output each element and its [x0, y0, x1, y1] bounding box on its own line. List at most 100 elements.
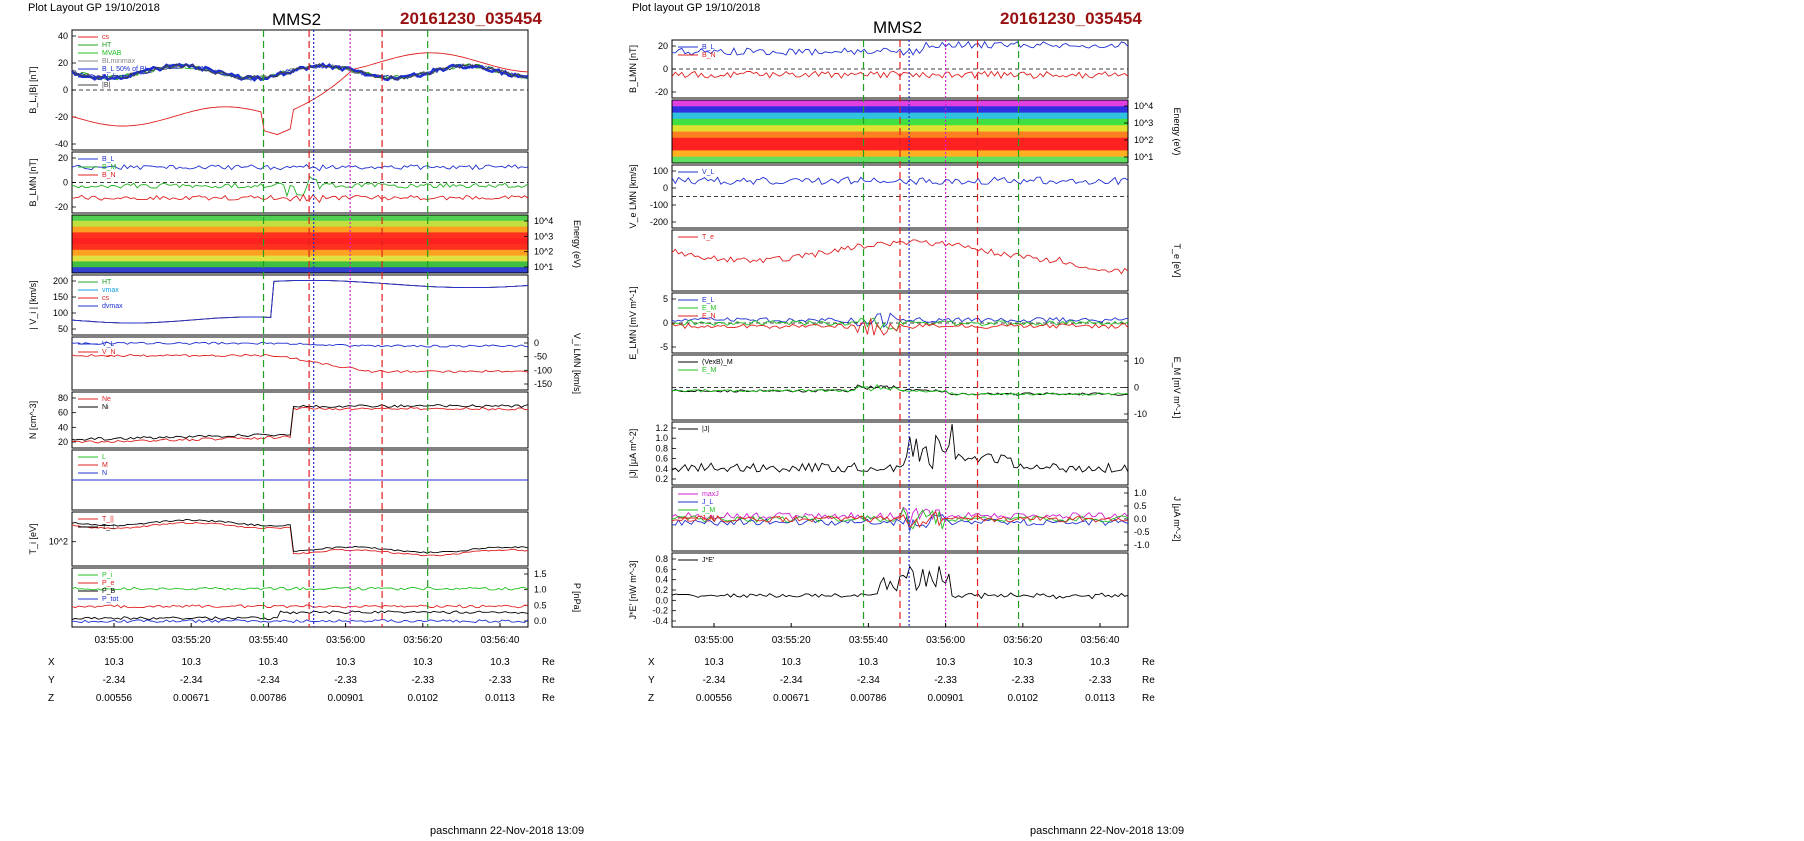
y-tick-label: 0.0	[655, 595, 668, 605]
legend-entry: T_||	[102, 516, 114, 523]
series-line	[72, 341, 529, 348]
legend-entry: B_M	[102, 164, 117, 171]
x-tick-label: 03:56:00	[326, 635, 365, 646]
y-tick-label: 0.4	[655, 575, 668, 585]
ephemeris-label: X	[48, 657, 55, 668]
y-tick-label: 20	[658, 41, 668, 51]
spectrogram-band	[672, 112, 1128, 120]
y-axis-label: E_LMN [mV m^-1]	[628, 286, 638, 359]
y-axis-label: V_e LMN [km/s]	[628, 164, 638, 228]
legend-entry: cs	[102, 295, 110, 302]
legend-entry: J*E'	[702, 557, 714, 564]
series-line	[671, 40, 1129, 56]
ephemeris-label: Z	[648, 693, 654, 704]
series-line	[71, 63, 529, 81]
ephemeris-value: -2.33	[934, 675, 957, 686]
y-axis-label: Energy (eV)	[1172, 107, 1182, 155]
series-line	[671, 424, 1129, 474]
ephemeris-value: 0.0113	[485, 693, 515, 704]
spectrogram-band	[72, 249, 528, 257]
series-line	[671, 514, 1129, 533]
y-axis-label: T_i [eV]	[28, 523, 38, 554]
left-header: Plot Layout GP 19/10/2018	[28, 2, 160, 14]
legend-entry: M	[102, 462, 108, 469]
legend-entry: maxJ	[702, 491, 719, 498]
y-tick-label: -0.2	[652, 606, 668, 616]
panel-frame	[71, 391, 529, 449]
series-line	[71, 52, 529, 136]
ephemeris-label: Z	[48, 693, 54, 704]
y-tick-label: 100	[653, 166, 668, 176]
y-tick-label: 0.8	[655, 554, 668, 564]
ephemeris-value: -2.33	[411, 675, 434, 686]
y-tick-label: 0.0	[1134, 514, 1147, 524]
series-line	[71, 521, 529, 557]
ephemeris-value: 0.00786	[250, 693, 287, 704]
x-tick-label: 03:56:40	[481, 635, 520, 646]
x-tick-label: 03:55:20	[172, 635, 211, 646]
right-event-id: 20161230_035454	[1000, 9, 1142, 28]
y-axis-label: B_L,|B| [nT]	[28, 66, 38, 113]
y-tick-label: -10	[1134, 409, 1147, 419]
ephemeris-value: 0.00556	[696, 693, 733, 704]
legend-entry: Ni	[102, 404, 109, 411]
legend-entry: P_i	[102, 572, 113, 579]
y-tick-label: 20	[58, 153, 68, 163]
y-axis-label: T_e [eV]	[1172, 243, 1182, 277]
ephemeris-value: 10.3	[490, 657, 510, 668]
ephemeris-value: 0.00901	[328, 693, 365, 704]
y-tick-label: 1.0	[1134, 488, 1147, 498]
y-tick-label: 10^1	[534, 262, 553, 272]
y-tick-label: 0	[63, 85, 68, 95]
x-tick-label: 03:56:20	[403, 635, 442, 646]
spectrogram-band	[672, 100, 1128, 107]
y-tick-label: -5	[660, 342, 668, 352]
y-tick-label: -20	[55, 112, 68, 122]
legend-entry: P_tot	[102, 596, 118, 603]
panel-frame	[71, 511, 529, 567]
ephemeris-value: -2.34	[103, 675, 126, 686]
legend-entry: V_L	[702, 169, 715, 176]
y-tick-label: 20	[58, 437, 68, 447]
series-line	[72, 619, 529, 624]
series-line	[71, 406, 529, 444]
legend-entry: B_L 50% of BL	[102, 66, 149, 73]
ephemeris-value: -2.33	[1011, 675, 1034, 686]
legend-entry: Ne	[102, 396, 111, 403]
legend-entry: E_M	[702, 305, 717, 312]
series-line	[71, 586, 529, 591]
ephemeris-unit: Re	[542, 693, 555, 704]
spectrogram-band	[72, 226, 528, 233]
ephemeris-value: -2.34	[857, 675, 880, 686]
y-tick-label: 150	[53, 292, 68, 302]
y-tick-label: 10^3	[1134, 118, 1153, 128]
series-line	[71, 62, 529, 83]
legend-entry: B_L	[102, 156, 115, 163]
panel-frame	[71, 214, 529, 274]
right-footer: paschmann 22-Nov-2018 13:09	[1030, 825, 1185, 837]
ephemeris-value: 0.00556	[96, 693, 133, 704]
ephemeris-value: 0.00671	[773, 693, 810, 704]
y-tick-label: -20	[655, 87, 668, 97]
panel-frame	[71, 336, 529, 391]
legend-entry: J_L	[702, 499, 713, 506]
ephemeris-value: 10.3	[259, 657, 279, 668]
y-tick-label: -100	[534, 365, 552, 375]
y-tick-label: 0.2	[655, 585, 668, 595]
ephemeris-value: 10.3	[336, 657, 356, 668]
ephemeris-value: -2.33	[334, 675, 357, 686]
y-tick-label: 0.8	[655, 443, 668, 453]
ephemeris-unit: Re	[542, 657, 555, 668]
legend-entry: HT	[102, 279, 112, 286]
y-axis-label: J*E' [nW m^-3]	[628, 561, 638, 620]
y-tick-label: 1.5	[534, 569, 547, 579]
y-axis-label: B_LMN [nT]	[28, 158, 38, 206]
spectrogram-band	[72, 232, 528, 239]
series-line	[71, 279, 529, 324]
y-tick-label: 0.6	[655, 454, 668, 464]
ephemeris-unit: Re	[1142, 675, 1155, 686]
spectrogram-band	[72, 267, 528, 274]
y-tick-label: 1.0	[534, 585, 547, 595]
series-line	[71, 518, 529, 554]
